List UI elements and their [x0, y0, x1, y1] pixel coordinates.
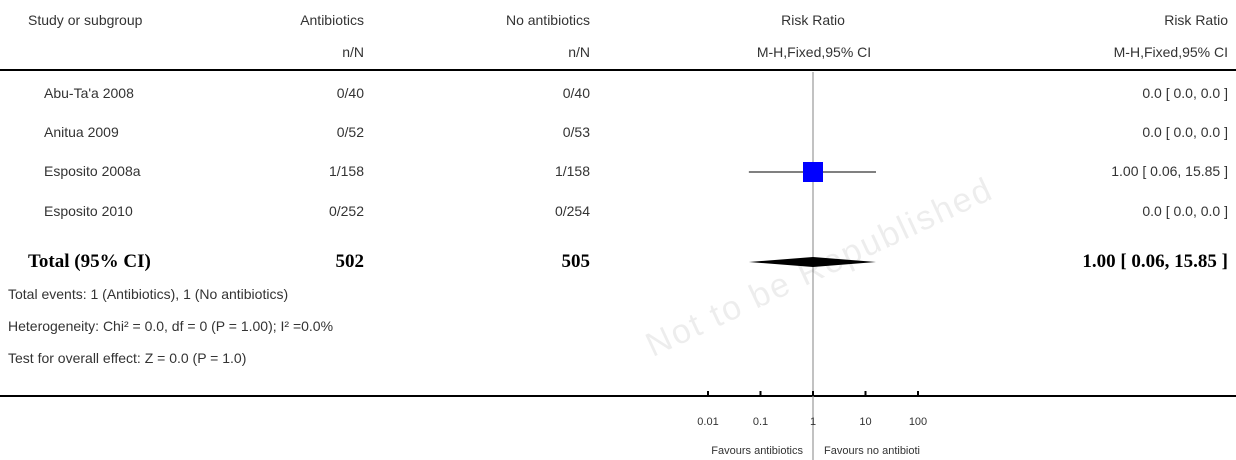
axis-tick-label: 0.01 — [697, 416, 718, 428]
header-risk-ratio-plot: Risk Ratio — [781, 12, 845, 28]
pooled-diamond — [748, 257, 877, 267]
axis-rule — [0, 395, 1236, 397]
axis-tick-label: 100 — [909, 416, 927, 428]
no-antibiotics-count: 0/53 — [562, 124, 590, 140]
subheader-plot-method: M-H,Fixed,95% CI — [756, 44, 872, 60]
total-events-note: Total events: 1 (Antibiotics), 1 (No ant… — [8, 286, 289, 302]
no-antibiotics-count: 0/254 — [554, 203, 590, 219]
antibiotics-count: 1/158 — [328, 163, 364, 179]
study-name: Esposito 2010 — [44, 203, 133, 219]
total-label: Total (95% CI) — [28, 251, 151, 272]
header-rule — [0, 69, 1236, 71]
heterogeneity-note: Heterogeneity: Chi² = 0.0, df = 0 (P = 1… — [8, 318, 334, 334]
study-point-square — [803, 162, 823, 182]
header-no-antibiotics: No antibiotics — [505, 12, 590, 28]
risk-ratio-value: 0.0 [ 0.0, 0.0 ] — [1142, 124, 1228, 140]
axis-tick-label: 0.1 — [753, 416, 768, 428]
risk-ratio-value: 1.00 [ 0.06, 15.85 ] — [1111, 163, 1228, 179]
overall-effect-note: Test for overall effect: Z = 0.0 (P = 1.… — [8, 350, 247, 366]
header-study: Study or subgroup — [28, 12, 143, 28]
header-risk-ratio-effect: Risk Ratio — [1164, 12, 1228, 28]
subheader-no-antibiotics: n/N — [568, 44, 590, 60]
total-no-antibiotics: 505 — [561, 251, 591, 272]
favours-left-label: Favours antibiotics — [711, 445, 803, 457]
antibiotics-count: 0/52 — [336, 124, 364, 140]
study-name: Esposito 2008a — [44, 163, 141, 179]
total-antibiotics: 502 — [335, 251, 365, 272]
risk-ratio-value: 0.0 [ 0.0, 0.0 ] — [1142, 85, 1228, 101]
antibiotics-count: 0/40 — [336, 85, 364, 101]
risk-ratio-value: 0.0 [ 0.0, 0.0 ] — [1142, 203, 1228, 219]
subheader-effect-method: M-H,Fixed,95% CI — [1113, 44, 1228, 60]
antibiotics-count: 0/252 — [328, 203, 364, 219]
no-antibiotics-count: 1/158 — [554, 163, 590, 179]
study-name: Abu-Ta'a 2008 — [44, 85, 134, 101]
header-antibiotics: Antibiotics — [300, 12, 364, 28]
favours-right-label: Favours no antibioti — [824, 445, 920, 457]
axis-tick-label: 10 — [859, 416, 871, 428]
no-antibiotics-count: 0/40 — [562, 85, 590, 101]
total-risk-ratio: 1.00 [ 0.06, 15.85 ] — [1082, 251, 1228, 272]
subheader-antibiotics: n/N — [342, 44, 364, 60]
axis-tick-label: 1 — [810, 416, 816, 428]
study-name: Anitua 2009 — [44, 124, 119, 140]
